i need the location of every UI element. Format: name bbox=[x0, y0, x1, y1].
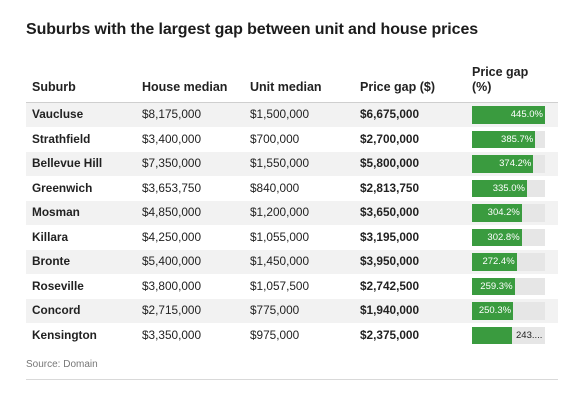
house-median-cell: $3,350,000 bbox=[142, 327, 202, 342]
unit-median-cell: $700,000 bbox=[250, 131, 300, 146]
table-header: Suburb House median Unit median Price ga… bbox=[26, 60, 558, 103]
price-gap-cell: $1,940,000 bbox=[360, 303, 420, 317]
header-house-median: House median bbox=[142, 80, 228, 94]
house-median-cell: $3,653,750 bbox=[142, 180, 202, 195]
header-suburb: Suburb bbox=[32, 80, 76, 94]
suburb-cell: Roseville bbox=[32, 278, 84, 293]
table-row: Strathfield $3,400,000 $700,000 $2,700,000 3… bbox=[26, 127, 558, 152]
pct-bar: 250.3% bbox=[472, 302, 514, 320]
unit-median-cell: $1,057,500 bbox=[250, 278, 310, 293]
chart-title: Suburbs with the largest gap between uni… bbox=[26, 21, 479, 38]
suburb-cell: Bronte bbox=[32, 254, 71, 268]
price-gap-cell: $2,813,750 bbox=[360, 180, 420, 195]
pct-bar-track: 302.8% bbox=[472, 228, 545, 246]
header-price-gap-pct: Price gap (%) bbox=[472, 65, 529, 94]
price-gap-cell: $6,675,000 bbox=[360, 107, 420, 121]
pct-bar: 385.7% bbox=[472, 130, 536, 148]
price-gap-cell: $3,650,000 bbox=[360, 205, 420, 219]
price-gap-cell: $2,375,000 bbox=[360, 327, 420, 342]
suburb-cell: Greenwich bbox=[32, 180, 93, 195]
pct-bar-track: 304.2% bbox=[472, 204, 545, 222]
pct-bar-track: 272.4% bbox=[472, 253, 545, 271]
table-row: Greenwich $3,653,750 $840,000 $2,813,750 335… bbox=[26, 176, 558, 201]
pct-bar-track: 335.0% bbox=[472, 179, 545, 197]
pct-bar-track: 445.0% bbox=[472, 106, 545, 124]
pct-bar-label: 243.... bbox=[516, 329, 543, 341]
pct-bar-label: 302.8% bbox=[487, 231, 520, 243]
pct-bar: 259.3% bbox=[472, 277, 515, 295]
unit-median-cell: $840,000 bbox=[250, 180, 300, 195]
table-row: Kensington $3,350,000 $975,000 $2,375,000 24… bbox=[26, 323, 558, 348]
price-gap-cell: $3,195,000 bbox=[360, 229, 420, 244]
house-median-cell: $7,350,000 bbox=[142, 156, 202, 170]
suburb-cell: Concord bbox=[32, 303, 81, 317]
table-row: Bellevue Hill $7,350,000 $1,550,000 $5,800,… bbox=[26, 152, 558, 177]
table-row: Killara $4,250,000 $1,055,000 $3,195,000 302… bbox=[26, 225, 558, 250]
house-median-cell: $3,800,000 bbox=[142, 278, 202, 293]
unit-median-cell: $775,000 bbox=[250, 303, 300, 317]
pct-bar-track: 385.7% bbox=[472, 130, 545, 148]
price-gap-cell: $2,700,000 bbox=[360, 131, 420, 146]
pct-bar-label: 385.7% bbox=[501, 133, 534, 145]
pct-bar: 304.2% bbox=[472, 204, 522, 222]
pct-bar-label: 272.4% bbox=[482, 256, 515, 267]
table-row: Roseville $3,800,000 $1,057,500 $2,742,500 2… bbox=[26, 274, 558, 299]
pct-bar: 302.8% bbox=[472, 228, 522, 246]
unit-median-cell: $1,500,000 bbox=[250, 107, 310, 121]
footer-divider bbox=[26, 379, 558, 380]
suburb-cell: Kensington bbox=[32, 327, 97, 342]
pct-bar-label: 250.3% bbox=[478, 305, 512, 316]
pct-bar-track: 374.2% bbox=[472, 155, 545, 173]
suburb-cell: Killara bbox=[32, 229, 69, 244]
house-median-cell: $4,850,000 bbox=[142, 205, 202, 219]
pct-bar-label: 445.0% bbox=[510, 109, 543, 120]
pct-bar-track: 259.3% bbox=[472, 277, 545, 295]
unit-median-cell: $1,450,000 bbox=[250, 254, 310, 268]
pct-bar-track: 243.... bbox=[472, 326, 545, 344]
house-median-cell: $8,175,000 bbox=[142, 107, 202, 121]
pct-bar bbox=[472, 326, 512, 344]
pct-bar-label: 374.2% bbox=[499, 158, 532, 169]
pct-bar-label: 335.0% bbox=[492, 182, 525, 194]
table-row: Mosman $4,850,000 $1,200,000 $3,650,000 304.… bbox=[26, 201, 558, 226]
unit-median-cell: $1,055,000 bbox=[250, 229, 310, 244]
source-note: Source: Domain bbox=[26, 359, 98, 370]
pct-bar-label: 304.2% bbox=[487, 207, 520, 218]
unit-median-cell: $975,000 bbox=[250, 327, 300, 342]
pct-bar: 335.0% bbox=[472, 179, 527, 197]
pct-bar: 445.0% bbox=[472, 106, 545, 124]
house-median-cell: $4,250,000 bbox=[142, 229, 202, 244]
house-median-cell: $2,715,000 bbox=[142, 303, 202, 317]
pct-bar-track: 250.3% bbox=[472, 302, 545, 320]
header-unit-median: Unit median bbox=[250, 80, 322, 94]
unit-median-cell: $1,550,000 bbox=[250, 156, 310, 170]
header-price-gap: Price gap ($) bbox=[360, 80, 436, 94]
table-row: Bronte $5,400,000 $1,450,000 $3,950,000 272.… bbox=[26, 250, 558, 275]
pct-bar: 272.4% bbox=[472, 253, 517, 271]
pct-bar: 374.2% bbox=[472, 155, 534, 173]
price-gap-cell: $3,950,000 bbox=[360, 254, 420, 268]
suburb-cell: Bellevue Hill bbox=[32, 156, 103, 170]
suburb-cell: Mosman bbox=[32, 205, 80, 219]
house-median-cell: $5,400,000 bbox=[142, 254, 202, 268]
data-table: Suburb House median Unit median Price ga… bbox=[26, 60, 558, 348]
table-row: Concord $2,715,000 $775,000 $1,940,000 250.3… bbox=[26, 299, 558, 324]
table-body: Vaucluse $8,175,000 $1,500,000 $6,675,000 44… bbox=[26, 103, 558, 348]
price-gap-cell: $2,742,500 bbox=[360, 278, 420, 293]
suburb-cell: Vaucluse bbox=[32, 107, 84, 121]
price-gap-cell: $5,800,000 bbox=[360, 156, 420, 170]
unit-median-cell: $1,200,000 bbox=[250, 205, 310, 219]
suburb-cell: Strathfield bbox=[32, 131, 91, 146]
house-median-cell: $3,400,000 bbox=[142, 131, 202, 146]
pct-bar-label: 259.3% bbox=[480, 280, 513, 292]
table-row: Vaucluse $8,175,000 $1,500,000 $6,675,000 44… bbox=[26, 103, 558, 128]
